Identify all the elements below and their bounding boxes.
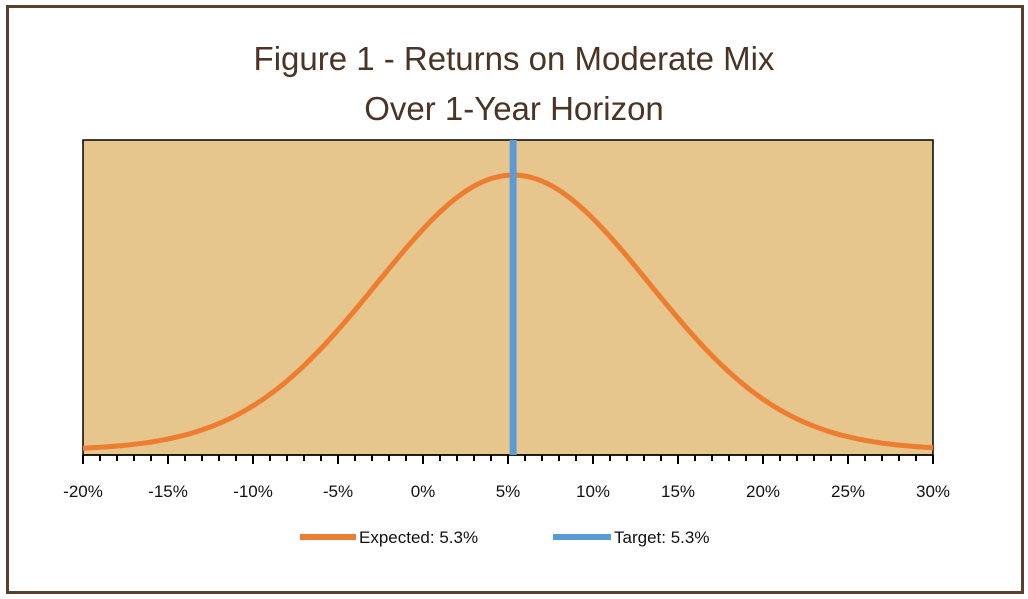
x-tick-label: 25% bbox=[831, 482, 865, 501]
x-tick-label: 20% bbox=[746, 482, 780, 501]
expected-curve bbox=[82, 172, 934, 451]
x-tick-label: 0% bbox=[411, 482, 436, 501]
x-tick-label: -15% bbox=[148, 482, 188, 501]
legend-target-label: Target: 5.3% bbox=[614, 528, 709, 547]
x-axis-ticks bbox=[82, 454, 934, 464]
legend-expected-label: Expected: 5.3% bbox=[359, 528, 478, 547]
chart-title: Figure 1 - Returns on Moderate Mix bbox=[253, 40, 775, 77]
x-axis-tick-labels: -20% -15% -10% -5% 0% 5% 10% 15% 20% 25% 30% bbox=[63, 482, 950, 501]
chart-subtitle: Over 1-Year Horizon bbox=[364, 90, 664, 127]
x-tick-label: -5% bbox=[323, 482, 353, 501]
plot-area bbox=[82, 139, 934, 456]
x-tick-label: 10% bbox=[576, 482, 610, 501]
x-tick-label: 5% bbox=[496, 482, 521, 501]
x-tick-label: -20% bbox=[63, 482, 103, 501]
x-tick-label: 30% bbox=[916, 482, 950, 501]
legend: Expected: 5.3% Target: 5.3% bbox=[300, 528, 709, 547]
x-tick-label: 15% bbox=[661, 482, 695, 501]
x-tick-label: -10% bbox=[233, 482, 273, 501]
